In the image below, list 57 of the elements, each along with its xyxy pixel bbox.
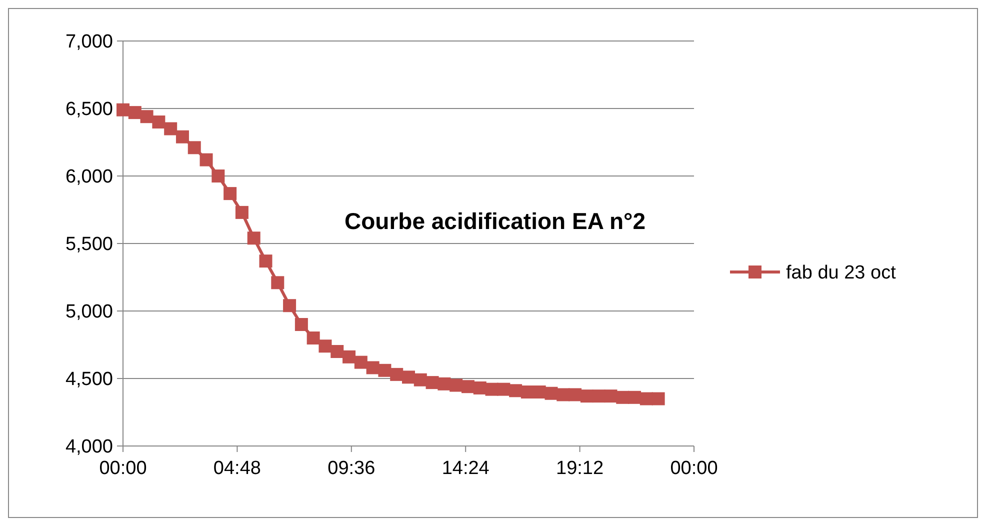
y-tick-label: 5,500 [65, 234, 113, 256]
point [461, 380, 474, 394]
point [354, 356, 368, 369]
point [652, 392, 665, 406]
x-tick-label: 09:36 [328, 458, 376, 479]
point [176, 130, 189, 144]
point [414, 373, 427, 386]
point [640, 392, 653, 406]
point [128, 106, 142, 120]
point [247, 232, 260, 245]
point [509, 384, 522, 398]
point [306, 332, 320, 344]
x-tick-label: 19:12 [556, 458, 604, 479]
x-tick-label: 04:48 [213, 458, 261, 479]
point [188, 141, 201, 154]
point [497, 382, 510, 396]
point [116, 103, 130, 116]
y-tick-label: 4,500 [65, 369, 113, 390]
point [224, 187, 237, 200]
point [259, 254, 272, 268]
point [628, 390, 642, 404]
point [438, 377, 451, 390]
x-tick-label: 00:00 [670, 458, 718, 479]
point [294, 318, 308, 331]
point [283, 299, 296, 312]
text: Courbe acidification EA n°2 [344, 208, 646, 234]
y-tick-label: 5,000 [65, 302, 113, 323]
point [580, 390, 594, 403]
point [473, 381, 486, 394]
point [450, 378, 463, 392]
point [330, 345, 344, 358]
point [520, 386, 534, 398]
point [366, 361, 380, 374]
point [402, 370, 415, 384]
x-tick-label: 00:00 [99, 458, 147, 479]
point [342, 350, 356, 364]
point [164, 122, 178, 136]
point [235, 206, 248, 219]
point [390, 368, 404, 381]
point [140, 110, 154, 124]
legend-label: fab du 23 oct [786, 262, 897, 284]
point [616, 390, 630, 404]
y-tick-label: 6,000 [65, 166, 113, 188]
y-tick-label: 7,000 [65, 32, 113, 53]
y-tick-label: 4,000 [65, 436, 113, 458]
point [556, 388, 570, 402]
point [200, 153, 213, 166]
point [604, 390, 618, 403]
point [212, 170, 225, 182]
point [152, 116, 166, 128]
x-tick-label: 14:24 [442, 458, 490, 479]
point [568, 388, 582, 402]
point [378, 364, 392, 377]
point [532, 386, 546, 398]
point [318, 340, 332, 353]
point [271, 276, 284, 290]
y-tick-label: 6,500 [65, 99, 113, 120]
